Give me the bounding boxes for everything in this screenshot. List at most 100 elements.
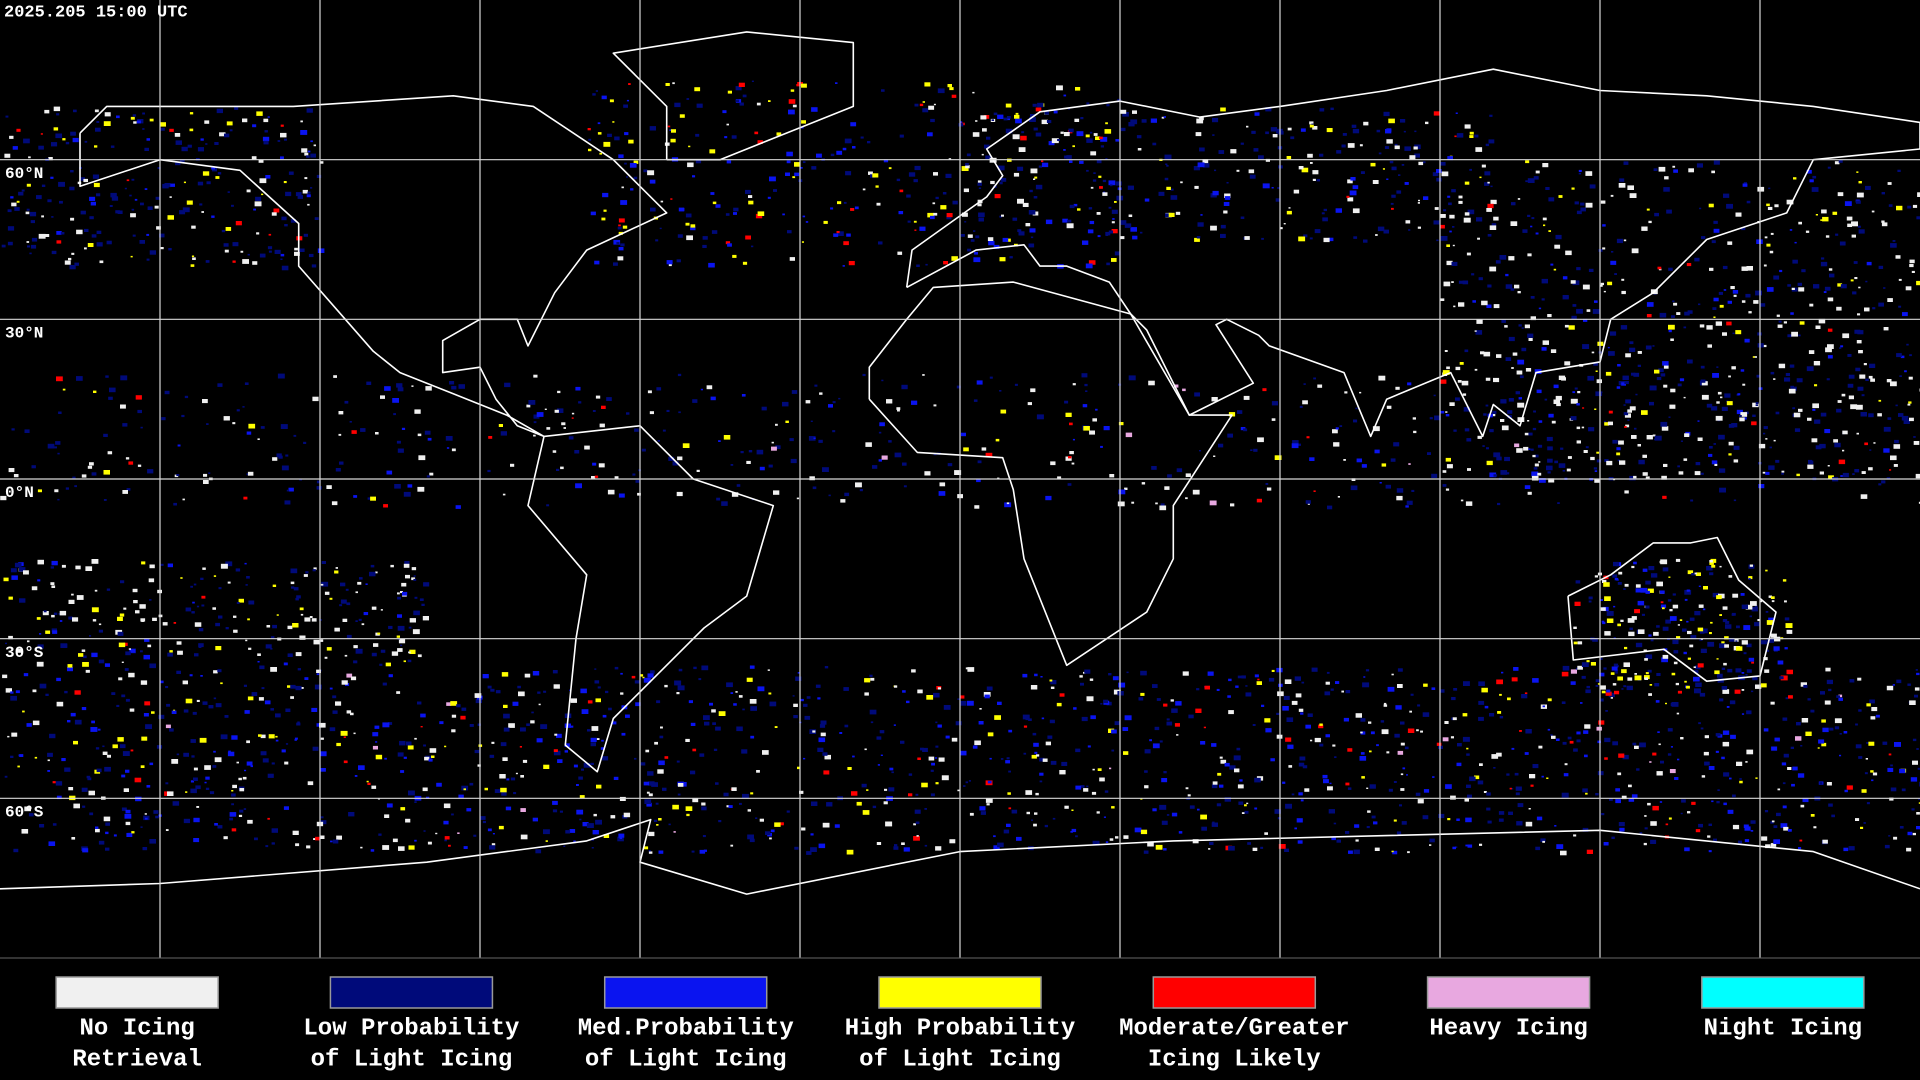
icing-pixel [518, 691, 525, 697]
icing-pixel [1762, 471, 1766, 474]
icing-pixel [1391, 194, 1396, 198]
icing-pixel [490, 688, 495, 692]
icing-pixel [1344, 391, 1348, 394]
icing-pixel [1574, 387, 1578, 390]
icing-pixel [1449, 230, 1452, 233]
icing-pixel [1907, 683, 1911, 686]
icing-pixel [656, 387, 662, 391]
icing-pixel [201, 211, 204, 213]
icing-pixel [450, 701, 458, 706]
icing-pixel [400, 807, 406, 811]
icing-pixel [202, 171, 210, 176]
icing-pixel [1699, 207, 1702, 210]
icing-pixel [634, 680, 640, 684]
icing-pixel [668, 823, 671, 826]
icing-pixel [1600, 391, 1603, 393]
icing-pixel [1489, 266, 1497, 272]
icing-pixel [1617, 676, 1623, 681]
icing-pixel [56, 677, 61, 682]
icing-pixel [93, 182, 100, 188]
icing-pixel [123, 642, 128, 646]
icing-pixel [1592, 637, 1598, 642]
icing-pixel [196, 806, 200, 808]
icing-pixel [1347, 787, 1352, 790]
icing-pixel [746, 460, 751, 464]
icing-pixel [961, 212, 968, 217]
icing-pixel [1700, 628, 1708, 634]
icing-pixel [1422, 161, 1426, 164]
icing-pixel [748, 450, 753, 453]
icing-pixel [1032, 211, 1039, 216]
icing-pixel [1855, 744, 1862, 749]
icing-pixel [1708, 766, 1715, 770]
icing-pixel [161, 417, 166, 421]
icing-pixel [1040, 676, 1043, 678]
icing-pixel [1589, 184, 1596, 189]
icing-pixel [1532, 427, 1537, 431]
icing-pixel [299, 635, 306, 640]
icing-pixel [1033, 742, 1039, 747]
icing-pixel [1745, 604, 1753, 610]
icing-pixel [1551, 735, 1556, 739]
icing-pixel [1735, 646, 1743, 651]
icing-pixel [1777, 788, 1781, 791]
icing-pixel [592, 93, 596, 96]
icing-pixel [1258, 155, 1264, 160]
icing-pixel [754, 131, 759, 135]
icing-pixel [1536, 389, 1542, 394]
icing-pixel [1728, 575, 1733, 578]
icing-pixel [1028, 718, 1032, 721]
icing-pixel [1508, 336, 1515, 342]
icing-pixel [666, 409, 670, 412]
icing-pixel [1588, 596, 1593, 600]
icing-pixel [394, 484, 401, 489]
icing-pixel [1761, 640, 1767, 645]
icing-pixel [1159, 505, 1167, 511]
icing-pixel [1194, 237, 1200, 242]
icing-pixel [1916, 748, 1919, 750]
icing-pixel [1689, 644, 1694, 648]
icing-pixel [602, 756, 609, 761]
icing-pixel [1676, 312, 1681, 315]
icing-pixel [993, 112, 998, 116]
icing-pixel [947, 84, 952, 88]
icing-pixel [331, 501, 338, 506]
icing-pixel [1595, 679, 1600, 683]
icing-pixel [1014, 383, 1018, 386]
icing-pixel [1753, 300, 1759, 304]
icing-pixel [1170, 699, 1174, 702]
icing-pixel [1859, 374, 1866, 379]
icing-pixel [284, 500, 291, 505]
icing-pixel [270, 648, 273, 650]
icing-pixel [263, 118, 269, 123]
icing-pixel [1610, 194, 1614, 197]
icing-pixel [1517, 402, 1525, 408]
icing-pixel [1650, 839, 1657, 844]
icing-pixel [593, 813, 597, 817]
icing-pixel [1838, 160, 1843, 163]
icing-pixel [979, 708, 982, 710]
icing-pixel [1345, 831, 1350, 834]
icing-pixel [135, 796, 142, 802]
icing-pixel [1456, 818, 1460, 821]
icing-pixel [1918, 802, 1920, 804]
icing-pixel [1588, 268, 1594, 272]
icing-pixel [183, 752, 189, 757]
icing-pixel [10, 568, 17, 573]
icing-pixel [140, 680, 148, 685]
icing-pixel [1629, 193, 1637, 198]
icing-pixel [1721, 686, 1728, 690]
icing-pixel [295, 652, 302, 657]
icing-pixel [782, 401, 789, 407]
icing-pixel [1492, 410, 1497, 414]
icing-pixel [16, 128, 21, 132]
icing-pixel [307, 150, 311, 153]
icing-pixel [1066, 155, 1072, 159]
icing-pixel [626, 176, 628, 178]
icing-pixel [1596, 459, 1602, 463]
icing-pixel [1673, 169, 1678, 173]
icing-pixel [924, 82, 931, 87]
icing-pixel [862, 810, 870, 815]
icing-pixel [312, 746, 319, 751]
icing-pixel [1834, 718, 1842, 724]
